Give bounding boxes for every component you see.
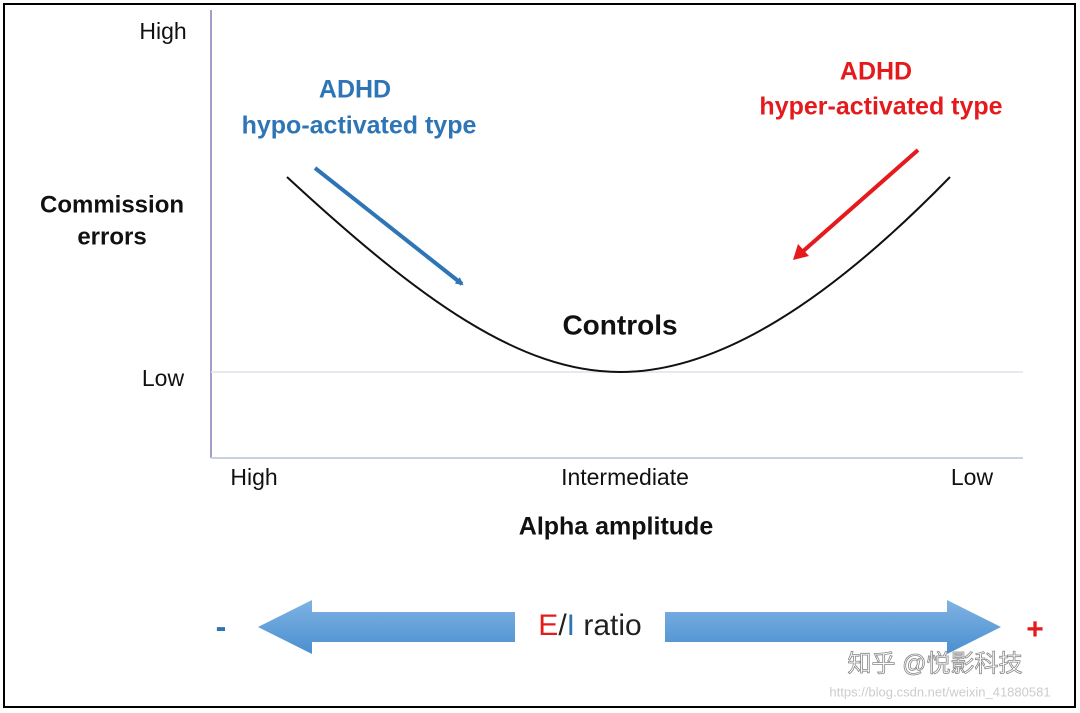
ratio-part: ratio — [575, 609, 642, 642]
y-high-label: High — [139, 18, 186, 44]
frame — [3, 3, 1076, 708]
y-low-label: Low — [142, 365, 185, 391]
watermark: 知乎 @悦影科技 — [847, 650, 1022, 677]
hypo-label: ADHD — [319, 76, 391, 104]
i-part: I — [567, 609, 575, 642]
hyper-arrow-head — [793, 244, 809, 260]
hypo-arrow — [313, 166, 464, 286]
hyper-label: ADHD — [840, 58, 912, 86]
x-label: Intermediate — [561, 464, 689, 490]
e-part: E — [538, 609, 558, 642]
hyper-label: hyper-activated type — [759, 93, 1002, 121]
slash: / — [558, 609, 567, 642]
y-axis-title: errors — [77, 223, 146, 250]
hyper-arrow — [799, 148, 920, 255]
right-arrow — [665, 600, 1001, 654]
minus-sign: - — [216, 608, 227, 644]
y-axis-title: Commission — [40, 191, 184, 218]
left-arrow — [258, 600, 515, 654]
ei-ratio-label: E/I ratio — [538, 609, 641, 642]
x-axis-title: Alpha amplitude — [519, 513, 714, 541]
watermark-url: https://blog.csdn.net/weixin_41880581 — [829, 684, 1050, 699]
controls-label: Controls — [562, 309, 677, 340]
u-curve — [286, 176, 951, 374]
x-label: High — [230, 464, 277, 490]
x-label: Low — [951, 464, 994, 490]
hypo-label: hypo-activated type — [242, 112, 477, 140]
plus-sign: + — [1026, 613, 1044, 646]
